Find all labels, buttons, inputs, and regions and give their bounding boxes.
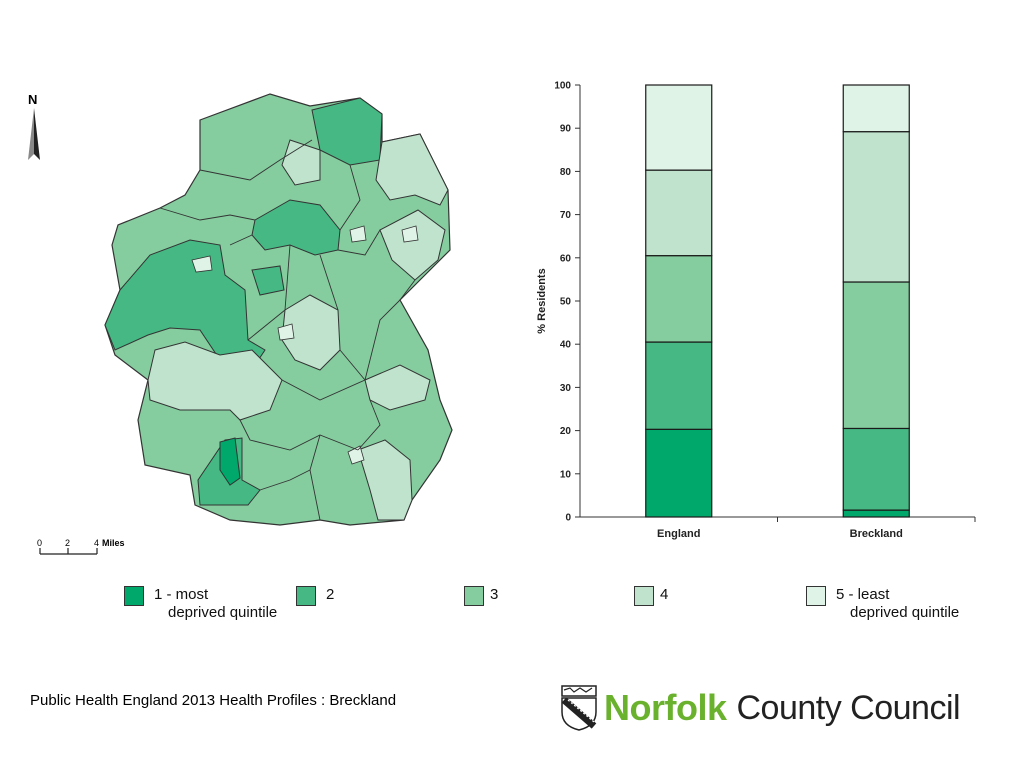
area-q4-southeast xyxy=(357,439,413,521)
map-regions xyxy=(104,93,453,526)
stacked-bar-chart: 0 10 20 30 40 50 60 70 80 90 100 % Residents England… xyxy=(525,70,985,550)
area-q4-west xyxy=(147,341,283,421)
norfolk-county-council-logo: Norfolk County Council xyxy=(560,684,961,732)
x-category-label: Breckland xyxy=(850,528,903,540)
crest-icon xyxy=(561,685,597,731)
north-arrow: N xyxy=(28,92,40,160)
north-label: N xyxy=(28,92,37,107)
y-tick-label: 90 xyxy=(560,124,572,135)
legend-label-4: 4 xyxy=(660,586,669,603)
y-tick-label: 50 xyxy=(560,297,572,308)
legend-item-4: 4 xyxy=(634,586,668,606)
y-tick-label: 70 xyxy=(560,210,572,221)
scale-bar: 0 2 4 Miles xyxy=(37,538,125,555)
map-svg: N xyxy=(28,92,453,555)
legend-swatch-1 xyxy=(124,586,144,606)
legend-swatch-4 xyxy=(634,586,654,606)
y-tick-label: 60 xyxy=(560,253,572,264)
y-tick-label: 100 xyxy=(554,81,571,92)
legend-sublabel-1: deprived quintile xyxy=(168,604,278,621)
chart-svg: 0 10 20 30 40 50 60 70 80 90 100 % Residents England… xyxy=(536,81,976,540)
legend-swatch-5 xyxy=(806,586,826,606)
scale-unit: Miles xyxy=(102,538,125,548)
legend-label-2: 2 xyxy=(326,586,335,603)
bar-segment-breckland-q3 xyxy=(842,281,910,430)
x-category-label: England xyxy=(657,528,700,540)
legend-sublabel-5: deprived quintile xyxy=(850,604,960,621)
scale-tick-0: 0 xyxy=(37,538,42,548)
bar-segment-breckland-q2 xyxy=(842,427,910,511)
y-tick-label: 0 xyxy=(565,513,571,524)
legend-item-5: 5 - least deprived quintile xyxy=(806,586,959,622)
bar-segment-england-q3 xyxy=(645,255,713,343)
ward-boundaries xyxy=(159,139,416,521)
area-q5 xyxy=(191,255,213,273)
legend-swatch-2 xyxy=(296,586,316,606)
bar-segment-england-q4 xyxy=(645,169,713,257)
legend-label-5: 5 - least xyxy=(836,586,890,603)
legend-swatch-3 xyxy=(464,586,484,606)
y-tick-label: 40 xyxy=(560,340,572,351)
scale-tick-4: 4 xyxy=(94,538,99,548)
north-arrow-icon xyxy=(34,108,40,160)
legend-item-1: 1 - most deprived quintile xyxy=(124,586,277,622)
y-tick-label: 80 xyxy=(560,167,572,178)
source-note: Public Health England 2013 Health Profil… xyxy=(30,692,397,709)
area-q1 xyxy=(219,437,241,486)
area-q4-northeast xyxy=(375,133,449,206)
deprivation-map: N xyxy=(20,80,490,570)
legend-item-2: 2 xyxy=(296,586,334,606)
scale-tick-2: 2 xyxy=(65,538,70,548)
logo-rest-text: County Council xyxy=(736,688,961,727)
bar-segment-breckland-q5 xyxy=(842,84,910,133)
area-q4-centre xyxy=(281,294,341,371)
legend-item-3: 3 xyxy=(464,586,498,606)
bar-segment-england-q1 xyxy=(645,428,713,518)
logo-brand-text: Norfolk xyxy=(604,687,727,728)
legend: 1 - most deprived quintile 2 3 4 5 - leas… xyxy=(0,580,1024,640)
y-tick-label: 20 xyxy=(560,426,572,437)
legend-label-1: 1 - most xyxy=(154,586,209,603)
bar-segment-breckland-q4 xyxy=(842,131,910,283)
y-tick-label: 30 xyxy=(560,383,572,394)
area-q2-centre xyxy=(251,199,341,256)
y-tick-label: 10 xyxy=(560,469,572,480)
bar-segment-breckland-q1 xyxy=(842,509,910,518)
y-axis-label: % Residents xyxy=(536,268,548,333)
area-q4-east xyxy=(379,209,446,281)
bar-segment-england-q5 xyxy=(645,84,713,171)
bar-segment-england-q2 xyxy=(645,341,713,430)
legend-label-3: 3 xyxy=(490,586,499,603)
